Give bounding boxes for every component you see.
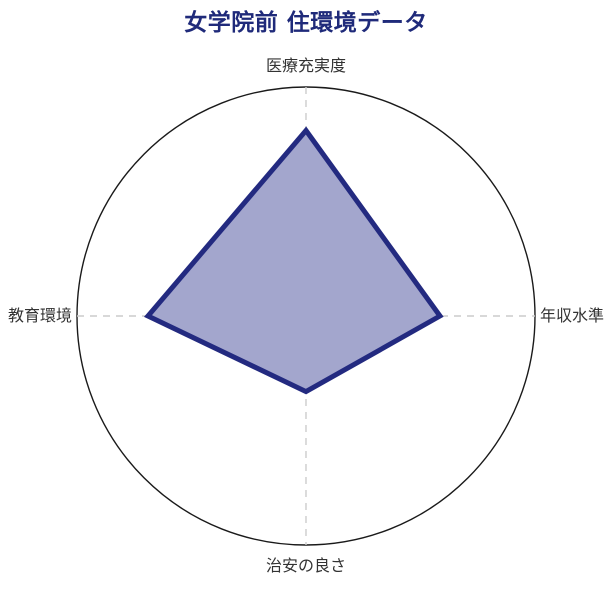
axis-label-right: 年収水準 <box>539 306 604 325</box>
axis-label-bottom: 治安の良さ <box>265 556 346 575</box>
radar-data-polygon <box>143 126 444 395</box>
axis-label-left: 教育環境 <box>8 306 73 325</box>
page-title: 女学院前 住環境データ <box>184 10 428 36</box>
axis-label-top: 医療充実度 <box>265 56 346 75</box>
